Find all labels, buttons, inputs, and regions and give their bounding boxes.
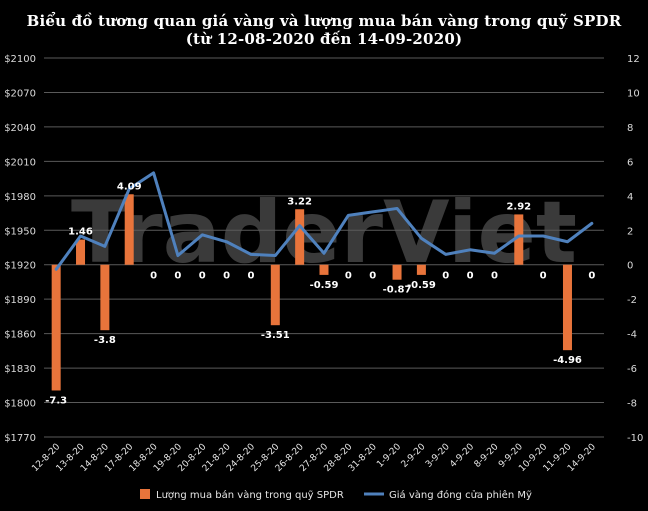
right-axis-tick: 10 (627, 88, 640, 99)
data-label: 0 (369, 271, 376, 282)
left-axis-tick: $1980 (4, 192, 36, 203)
bar (514, 214, 524, 265)
data-label: -0.59 (407, 280, 436, 291)
right-axis-tick: 0 (627, 261, 633, 272)
left-axis-tick: $1830 (4, 364, 36, 375)
bar (124, 194, 134, 265)
data-label: -0.59 (310, 280, 339, 291)
data-label: -0.87 (383, 285, 412, 296)
data-label: 4.09 (117, 181, 142, 192)
right-axis-tick: 6 (627, 157, 633, 168)
data-label: -7.3 (45, 395, 67, 406)
data-label: 0 (345, 271, 352, 282)
left-axis-tick: $2070 (4, 88, 36, 99)
right-axis-tick: -8 (627, 399, 637, 410)
price-line (54, 171, 594, 271)
left-axis-tick: $1770 (4, 433, 36, 444)
data-label: 0 (491, 271, 498, 282)
left-axis-tick: $1950 (4, 226, 36, 237)
x-axis-tick: 2-9-20 (400, 442, 428, 470)
left-axis-tick: $2100 (4, 54, 36, 65)
bar (100, 264, 110, 331)
bar (270, 264, 280, 326)
left-axis-tick: $2040 (4, 123, 36, 134)
right-axis-tick: -6 (627, 364, 637, 375)
right-axis-tick: 2 (627, 226, 633, 237)
data-label: 0 (247, 271, 254, 282)
left-axis-tick: $1920 (4, 261, 36, 272)
bar (562, 264, 572, 351)
legend-line-label: Giá vàng đóng cửa phiên Mỹ (389, 489, 532, 501)
data-label: 0 (442, 271, 449, 282)
legend-bar-label: Lượng mua bán vàng trong quỹ SPDR (156, 489, 344, 501)
x-axis-tick: 1-9-20 (375, 442, 403, 470)
legend-bar-swatch (140, 489, 150, 499)
data-label: 3.22 (287, 196, 312, 207)
chart-subtitle: (từ 12-08-2020 đến 14-09-2020) (185, 30, 463, 48)
data-label: 0 (467, 271, 474, 282)
data-label: 1.46 (68, 227, 93, 238)
chart-title: Biểu đồ tương quan giá vàng và lượng mua… (26, 12, 622, 30)
data-label: -3.8 (94, 335, 116, 346)
left-axis-tick: $1890 (4, 295, 36, 306)
data-label: -3.51 (261, 330, 290, 341)
data-label: 0 (223, 271, 230, 282)
data-label: 0 (588, 271, 595, 282)
data-label: 0 (199, 271, 206, 282)
bar (416, 264, 426, 275)
bar (51, 264, 61, 391)
right-axis-tick: -4 (627, 330, 637, 341)
right-axis-tick: 12 (627, 54, 640, 65)
data-label: -4.96 (553, 355, 582, 366)
right-axis-tick: 4 (627, 192, 633, 203)
right-axis-tick: -10 (627, 433, 643, 444)
x-axis-tick: 3-9-20 (424, 442, 452, 470)
data-label: 0 (174, 271, 181, 282)
x-axis-tick: 8-9-20 (473, 442, 501, 470)
data-label: 0 (540, 271, 547, 282)
data-label: 2.92 (506, 201, 531, 212)
x-axis-tick: 4-9-20 (448, 442, 476, 470)
left-axis-tick: $1860 (4, 330, 36, 341)
bar (76, 239, 86, 265)
left-axis-tick: $2010 (4, 157, 36, 168)
right-axis-tick: 8 (627, 123, 633, 134)
right-axis-tick: -2 (627, 295, 637, 306)
bar (295, 209, 305, 265)
left-axis-tick: $1800 (4, 399, 36, 410)
bar (392, 264, 402, 280)
bar (319, 264, 329, 275)
data-label: 0 (150, 271, 157, 282)
